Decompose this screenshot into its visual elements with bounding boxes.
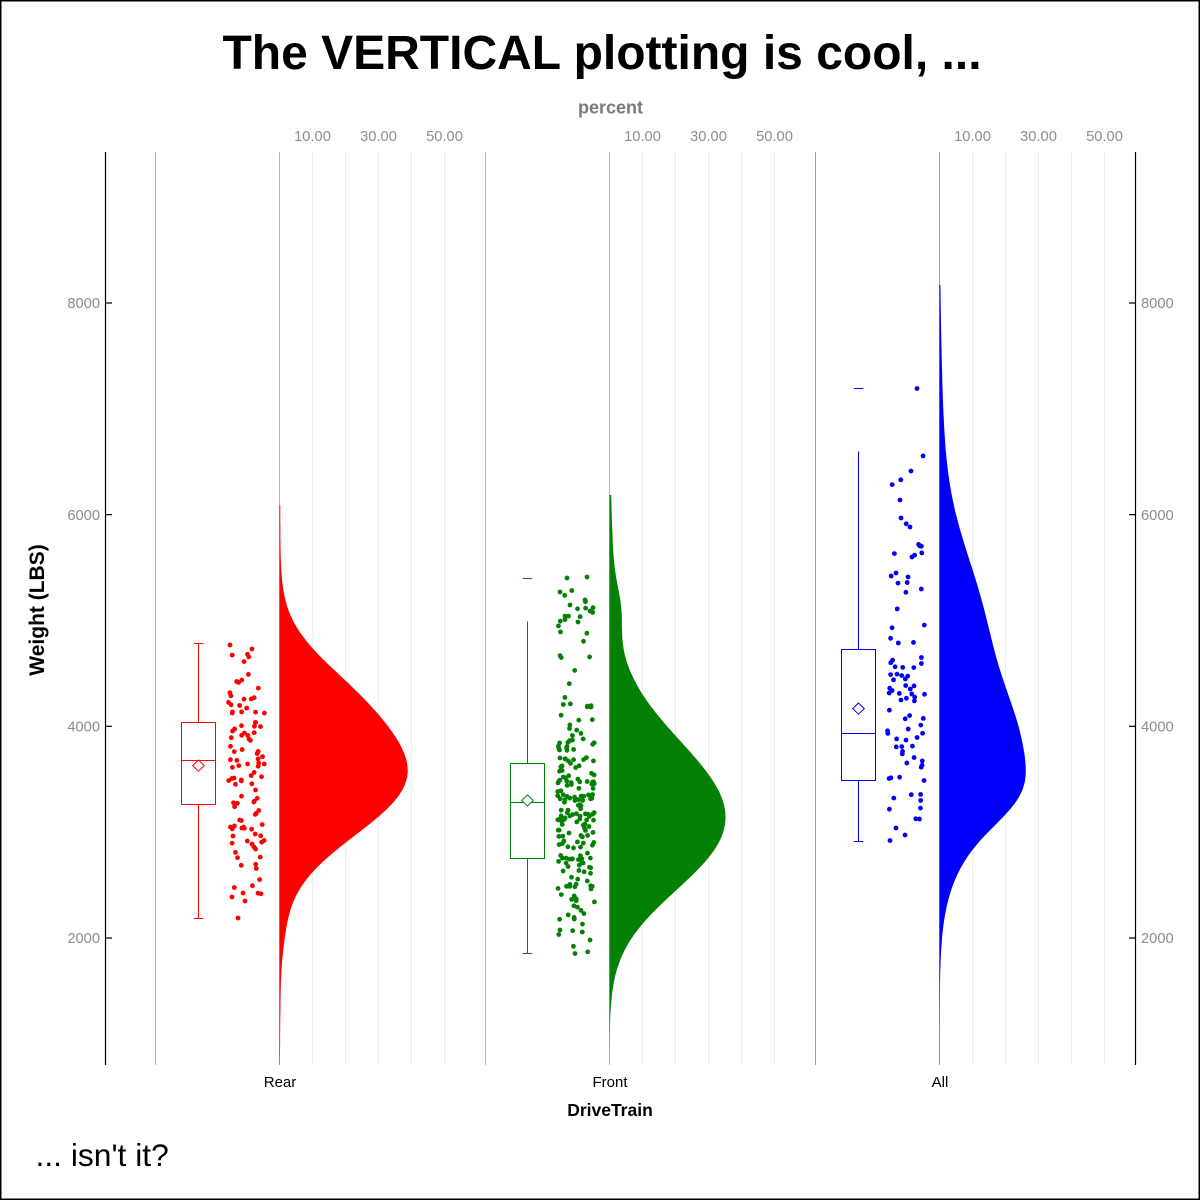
svg-text:All: All — [932, 1074, 949, 1091]
svg-text:6000: 6000 — [1141, 508, 1174, 524]
svg-text:... isn't it?: ... isn't it? — [36, 1137, 169, 1173]
svg-text:2000: 2000 — [67, 931, 100, 947]
svg-text:6000: 6000 — [67, 508, 100, 524]
svg-text:8000: 8000 — [1141, 296, 1174, 312]
svg-text:Rear: Rear — [264, 1074, 297, 1091]
svg-text:4000: 4000 — [1141, 720, 1174, 736]
svg-text:10.00: 10.00 — [954, 129, 991, 145]
svg-text:The VERTICAL plotting is cool,: The VERTICAL plotting is cool, ... — [222, 27, 981, 80]
svg-text:DriveTrain: DriveTrain — [567, 1100, 653, 1120]
svg-text:Weight (LBS): Weight (LBS) — [26, 544, 49, 675]
svg-text:Front: Front — [592, 1074, 628, 1091]
svg-text:30.00: 30.00 — [690, 129, 727, 145]
svg-text:8000: 8000 — [67, 296, 100, 312]
svg-text:50.00: 50.00 — [426, 129, 463, 145]
svg-text:2000: 2000 — [1141, 931, 1174, 947]
svg-text:10.00: 10.00 — [624, 129, 661, 145]
svg-text:10.00: 10.00 — [294, 129, 331, 145]
svg-text:50.00: 50.00 — [756, 129, 793, 145]
svg-text:4000: 4000 — [67, 720, 100, 736]
svg-text:30.00: 30.00 — [360, 129, 397, 145]
svg-text:percent: percent — [578, 98, 643, 118]
svg-text:50.00: 50.00 — [1086, 129, 1123, 145]
svg-text:30.00: 30.00 — [1020, 129, 1057, 145]
